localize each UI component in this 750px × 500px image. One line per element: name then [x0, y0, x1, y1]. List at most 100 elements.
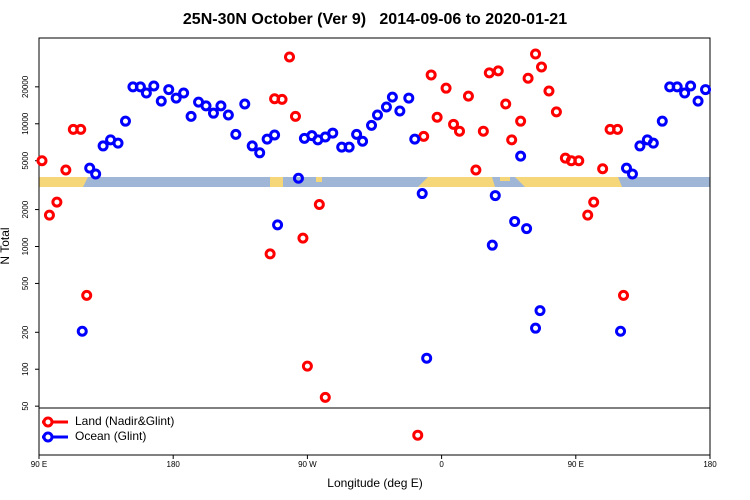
point [51, 196, 63, 208]
point [489, 190, 501, 202]
point [43, 209, 55, 221]
point [351, 128, 363, 140]
point [418, 130, 430, 142]
point [81, 289, 93, 301]
point [470, 164, 482, 176]
point [492, 65, 504, 77]
point [90, 168, 102, 180]
point [269, 129, 281, 141]
point [222, 109, 234, 121]
x-axis-label: Longitude (deg E) [327, 476, 422, 490]
y-tick-label: 500 [21, 276, 30, 290]
point [500, 98, 512, 110]
point [486, 239, 498, 251]
point [679, 87, 691, 99]
point [506, 134, 518, 146]
point [394, 105, 406, 117]
point [200, 100, 212, 112]
point [440, 82, 452, 94]
point [612, 123, 624, 135]
legend-marker [42, 431, 54, 443]
y-axis-label: N Total [0, 227, 12, 264]
point [272, 219, 284, 231]
point [366, 119, 378, 131]
point [207, 107, 219, 119]
point [292, 172, 304, 184]
x-tick-label: 0 [439, 460, 444, 469]
point [327, 127, 339, 139]
point [412, 429, 424, 441]
point [530, 48, 542, 60]
point [163, 84, 175, 96]
point [462, 90, 474, 102]
legend-label: Ocean (Glint) [75, 429, 146, 443]
point [380, 101, 392, 113]
point [597, 163, 609, 175]
point [588, 196, 600, 208]
point [155, 95, 167, 107]
point [112, 137, 124, 149]
point [618, 289, 630, 301]
y-tick-label: 5000 [21, 151, 30, 169]
point [534, 305, 546, 317]
y-tick-label: 1000 [21, 237, 30, 255]
x-tick-label: 90 W [298, 460, 317, 469]
point [97, 140, 109, 152]
chart-title: 25N-30N October (Ver 9) 2014-09-06 to 20… [183, 11, 567, 28]
point [671, 81, 683, 93]
point [386, 91, 398, 103]
y-tick-label: 20000 [21, 75, 30, 98]
point [36, 155, 48, 167]
point [239, 98, 251, 110]
point [76, 325, 88, 337]
point [634, 140, 646, 152]
point [313, 198, 325, 210]
point [416, 188, 428, 200]
point [297, 232, 309, 244]
x-tick-label: 180 [703, 460, 717, 469]
point [550, 106, 562, 118]
point [403, 92, 415, 104]
x-tick-label: 90 E [568, 460, 584, 469]
point [425, 69, 437, 81]
point [626, 168, 638, 180]
x-tick-label: 180 [167, 460, 181, 469]
point [700, 84, 712, 96]
point [246, 140, 258, 152]
point [148, 80, 160, 92]
point [615, 325, 627, 337]
point [483, 67, 495, 79]
point [185, 110, 197, 122]
point [692, 95, 704, 107]
y-tick-label: 100 [21, 362, 30, 376]
point [178, 87, 190, 99]
point [276, 93, 288, 105]
point [84, 162, 96, 174]
legend-marker [42, 416, 54, 428]
point [343, 141, 355, 153]
point [60, 164, 72, 176]
point [215, 100, 227, 112]
point [134, 81, 146, 93]
point [230, 128, 242, 140]
y-tick-label: 200 [21, 325, 30, 339]
point [431, 111, 443, 123]
point [75, 123, 87, 135]
point [509, 215, 521, 227]
y-tick-label: 10000 [21, 112, 30, 135]
point [582, 209, 594, 221]
point [530, 322, 542, 334]
point [357, 135, 369, 147]
point [647, 137, 659, 149]
point [515, 115, 527, 127]
map-strip [39, 177, 710, 187]
point [543, 85, 555, 97]
plot-frame [38, 37, 711, 456]
point [319, 391, 331, 403]
point [522, 72, 534, 84]
point [254, 147, 266, 159]
point [140, 87, 152, 99]
point [264, 248, 276, 260]
point [515, 150, 527, 162]
